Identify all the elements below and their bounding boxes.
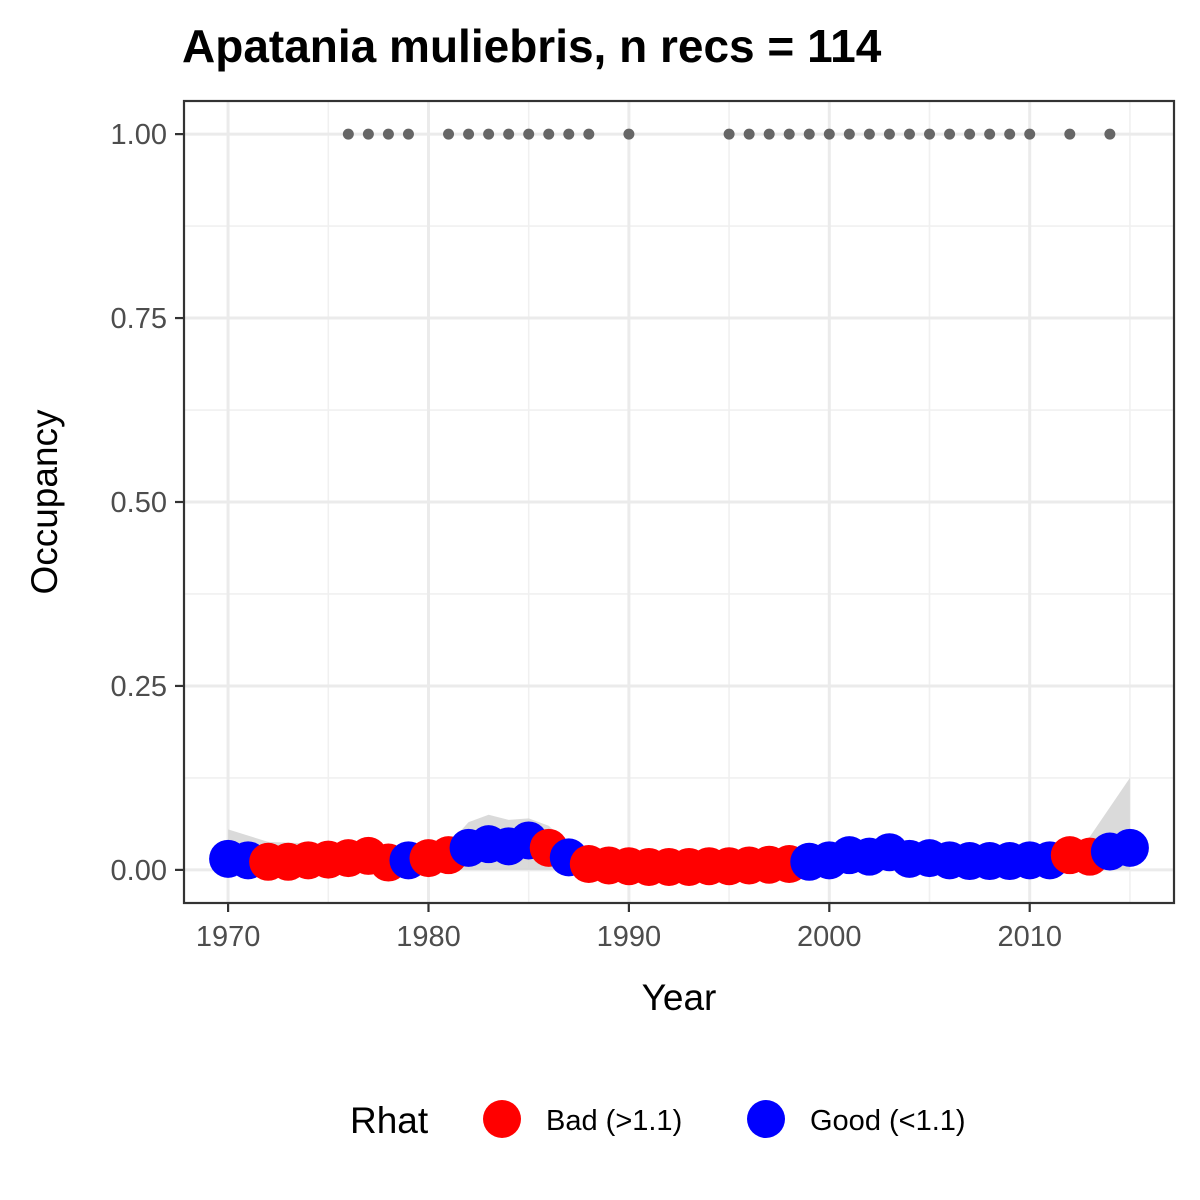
y-axis: 0.00 0.25 0.50 0.75 1.00	[111, 119, 184, 887]
record-point	[1064, 128, 1076, 140]
record-point	[523, 128, 535, 140]
record-point	[563, 128, 575, 140]
record-point	[1004, 128, 1016, 140]
x-tick-label: 1980	[396, 921, 461, 953]
record-point	[743, 128, 755, 140]
chart-title: Apatania muliebris, n recs = 114	[182, 20, 882, 72]
record-point	[543, 128, 555, 140]
x-tick-label: 1970	[196, 921, 261, 953]
occupancy-point-good	[1110, 828, 1149, 867]
record-point	[803, 128, 815, 140]
record-point	[964, 128, 976, 140]
record-point	[783, 128, 795, 140]
record-point	[944, 128, 956, 140]
record-point	[402, 128, 414, 140]
legend: Rhat Bad (>1.1) Good (<1.1)	[350, 1100, 966, 1141]
legend-title: Rhat	[350, 1100, 429, 1141]
x-axis: 1970 1980 1990 2000 2010	[196, 903, 1062, 953]
y-tick-label: 0.50	[111, 487, 167, 519]
y-tick-label: 1.00	[111, 119, 167, 151]
legend-label-good: Good (<1.1)	[810, 1105, 966, 1137]
plot-panel	[182, 99, 1176, 905]
record-point	[382, 128, 394, 140]
y-tick-label: 0.75	[111, 303, 167, 335]
x-tick-label: 2010	[997, 921, 1062, 953]
y-tick-label: 0.25	[111, 671, 167, 703]
record-point	[362, 128, 374, 140]
legend-label-bad: Bad (>1.1)	[546, 1105, 682, 1137]
record-point	[623, 128, 635, 140]
record-point	[342, 128, 354, 140]
y-axis-title: Occupancy	[24, 409, 65, 595]
record-point	[503, 128, 515, 140]
record-point	[443, 128, 455, 140]
y-tick-label: 0.00	[111, 855, 167, 887]
record-point	[903, 128, 915, 140]
record-point	[883, 128, 895, 140]
x-tick-label: 2000	[797, 921, 862, 953]
record-point	[583, 128, 595, 140]
legend-key-good	[747, 1100, 785, 1138]
record-point	[924, 128, 936, 140]
record-point	[723, 128, 735, 140]
record-point	[863, 128, 875, 140]
record-point	[463, 128, 475, 140]
legend-key-bad	[483, 1100, 521, 1138]
record-point	[763, 128, 775, 140]
record-point	[823, 128, 835, 140]
record-point	[483, 128, 495, 140]
record-point	[984, 128, 996, 140]
x-tick-label: 1990	[597, 921, 662, 953]
x-axis-title: Year	[642, 977, 717, 1018]
record-point	[1104, 128, 1116, 140]
record-point	[1024, 128, 1036, 140]
record-point	[843, 128, 855, 140]
